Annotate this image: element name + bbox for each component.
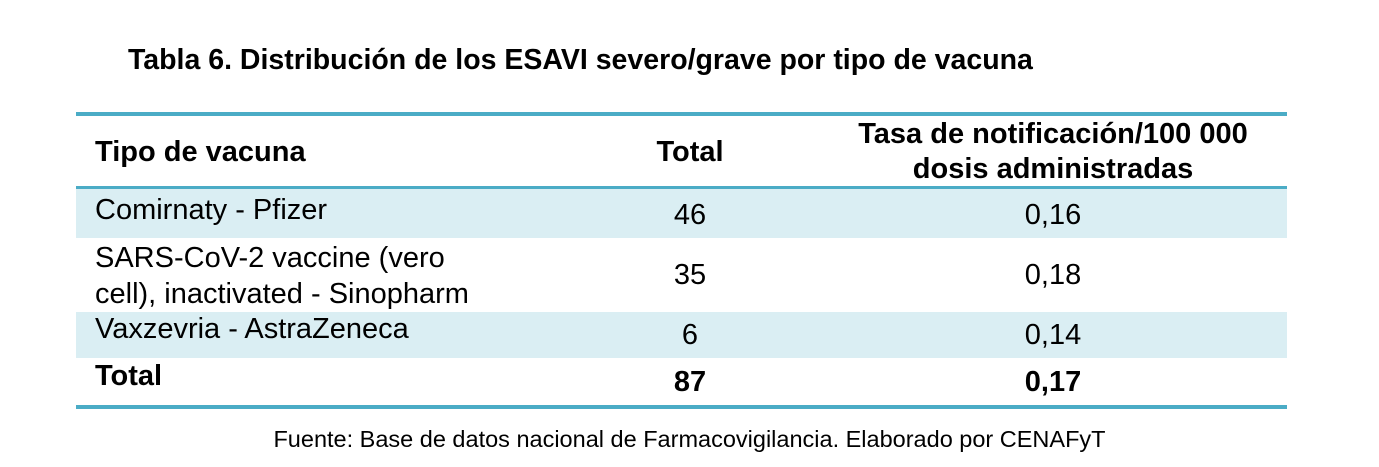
table-bottom-rule [76,405,1287,409]
header-total: Total [656,136,724,168]
row-comirnaty-type: Comirnaty - Pfizer [95,194,328,226]
header-rate-line2: dosis administradas [912,153,1194,185]
total-row-rate: 0,17 [1024,366,1082,398]
total-row-label: Total [95,360,163,392]
vaccine-esavi-table: Tipo de vacuna Total Tasa de notificació… [76,112,1287,409]
row-band-comirnaty [76,189,1287,238]
row-vaxzevria-type: Vaxzevria - AstraZeneca [95,313,409,345]
row-sinopharm-rate: 0,18 [1024,259,1082,291]
row-sinopharm-type-line2: cell), inactivated - Sinopharm [95,278,469,310]
header-vaccine-type: Tipo de vacuna [95,136,306,168]
table-top-rule [76,112,1287,116]
row-sinopharm-type-line1: SARS-CoV-2 vaccine (vero [95,242,445,274]
row-vaxzevria-total: 6 [681,319,699,351]
row-band-vaxzevria [76,312,1287,358]
row-sinopharm-total: 35 [673,259,707,291]
row-comirnaty-total: 46 [673,199,707,231]
source-caption: Fuente: Base de datos nacional de Farmac… [273,426,1106,452]
total-row-total: 87 [673,366,707,398]
header-bottom-rule [76,186,1287,189]
row-vaxzevria-rate: 0,14 [1024,319,1082,351]
table-title: Tabla 6. Distribución de los ESAVI sever… [128,44,1033,76]
row-comirnaty-rate: 0,16 [1024,199,1082,231]
header-rate-line1: Tasa de notificación/100 000 [858,118,1248,150]
